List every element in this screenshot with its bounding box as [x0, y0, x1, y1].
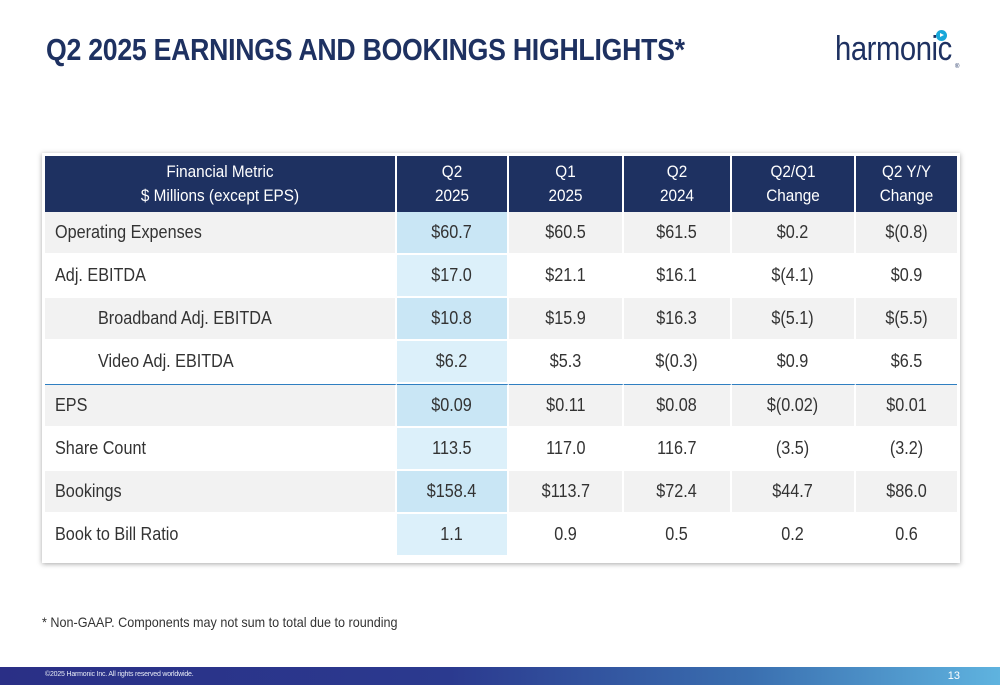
cell-q2-2024: $72.4: [624, 471, 732, 514]
column-header-metric: Financial Metric $ Millions (except EPS): [45, 156, 397, 212]
footnote: * Non-GAAP. Components may not sum to to…: [42, 614, 398, 630]
metric-label: Adj. EBITDA: [45, 255, 397, 298]
metric-label: EPS: [45, 384, 397, 428]
logo-wordmark: harmonic: [835, 30, 952, 68]
cell-q2-2024: 0.5: [624, 514, 732, 557]
financial-table-card: Financial Metric $ Millions (except EPS) …: [42, 153, 960, 563]
page-number: 13: [947, 670, 960, 682]
cell-q2-2025: $158.4: [397, 471, 509, 514]
cell-q1-2025: $21.1: [509, 255, 624, 298]
cell-q2-2024: 116.7: [624, 428, 732, 471]
financial-table: Financial Metric $ Millions (except EPS) …: [45, 156, 957, 557]
cell-q1-2025: $0.11: [509, 384, 624, 428]
cell-q2-2025: $0.09: [397, 384, 509, 428]
cell-q1-2025: 117.0: [509, 428, 624, 471]
cell-q2-2024: $16.3: [624, 298, 732, 341]
cell-y-y-change: $(5.5): [856, 298, 957, 341]
play-icon: [936, 30, 947, 41]
cell-q2-q1-change: $0.2: [732, 212, 856, 255]
cell-q2-2024: $16.1: [624, 255, 732, 298]
cell-y-y-change: $86.0: [856, 471, 957, 514]
column-header-q2-2024: Q2 2024: [624, 156, 732, 212]
cell-q2-q1-change: $44.7: [732, 471, 856, 514]
table-row: Bookings $158.4 $113.7 $72.4 $44.7 $86.0: [45, 471, 957, 514]
table-header-row: Financial Metric $ Millions (except EPS) …: [45, 156, 957, 212]
column-header-q2-2025: Q2 2025: [397, 156, 509, 212]
cell-q2-q1-change: (3.5): [732, 428, 856, 471]
metric-label: Broadband Adj. EBITDA: [45, 298, 397, 341]
cell-y-y-change: (3.2): [856, 428, 957, 471]
cell-y-y-change: $(0.8): [856, 212, 957, 255]
cell-q2-q1-change: $(4.1): [732, 255, 856, 298]
table-row: Broadband Adj. EBITDA $10.8 $15.9 $16.3 …: [45, 298, 957, 341]
metric-label: Video Adj. EBITDA: [45, 341, 397, 384]
page-title: Q2 2025 EARNINGS AND BOOKINGS HIGHLIGHTS…: [46, 32, 685, 67]
footer-bar: ©2025 Harmonic Inc. All rights reserved …: [0, 667, 1000, 685]
table-row: Adj. EBITDA $17.0 $21.1 $16.1 $(4.1) $0.…: [45, 255, 957, 298]
cell-q1-2025: $113.7: [509, 471, 624, 514]
table-row: Book to Bill Ratio 1.1 0.9 0.5 0.2 0.6: [45, 514, 957, 557]
metric-label: Share Count: [45, 428, 397, 471]
cell-y-y-change: $0.01: [856, 384, 957, 428]
cell-q2-2025: $60.7: [397, 212, 509, 255]
column-header-q2-q1-change: Q2/Q1 Change: [732, 156, 856, 212]
cell-q2-2025: 113.5: [397, 428, 509, 471]
copyright-text: ©2025 Harmonic Inc. All rights reserved …: [45, 671, 194, 678]
cell-q2-2025: 1.1: [397, 514, 509, 557]
cell-q2-2025: $10.8: [397, 298, 509, 341]
cell-q1-2025: $60.5: [509, 212, 624, 255]
cell-y-y-change: $0.9: [856, 255, 957, 298]
cell-q2-2025: $17.0: [397, 255, 509, 298]
table-row: Share Count 113.5 117.0 116.7 (3.5) (3.2…: [45, 428, 957, 471]
registered-mark: ®: [955, 64, 960, 70]
cell-y-y-change: $6.5: [856, 341, 957, 384]
column-header-q1-2025: Q1 2025: [509, 156, 624, 212]
table-row: Operating Expenses $60.7 $60.5 $61.5 $0.…: [45, 212, 957, 255]
cell-q2-2024: $(0.3): [624, 341, 732, 384]
table-row: Video Adj. EBITDA $6.2 $5.3 $(0.3) $0.9 …: [45, 341, 957, 384]
cell-q2-2024: $61.5: [624, 212, 732, 255]
cell-q2-q1-change: 0.2: [732, 514, 856, 557]
cell-q1-2025: $15.9: [509, 298, 624, 341]
column-header-y-y-change: Q2 Y/Y Change: [856, 156, 957, 212]
cell-q2-2025: $6.2: [397, 341, 509, 384]
harmonic-logo: harmonic ®: [835, 30, 965, 78]
cell-q2-q1-change: $0.9: [732, 341, 856, 384]
cell-q1-2025: 0.9: [509, 514, 624, 557]
cell-y-y-change: 0.6: [856, 514, 957, 557]
metric-label: Bookings: [45, 471, 397, 514]
cell-q2-q1-change: $(0.02): [732, 384, 856, 428]
cell-q2-q1-change: $(5.1): [732, 298, 856, 341]
metric-label: Operating Expenses: [45, 212, 397, 255]
metric-label: Book to Bill Ratio: [45, 514, 397, 557]
table-row: EPS $0.09 $0.11 $0.08 $(0.02) $0.01: [45, 384, 957, 428]
cell-q2-2024: $0.08: [624, 384, 732, 428]
cell-q1-2025: $5.3: [509, 341, 624, 384]
